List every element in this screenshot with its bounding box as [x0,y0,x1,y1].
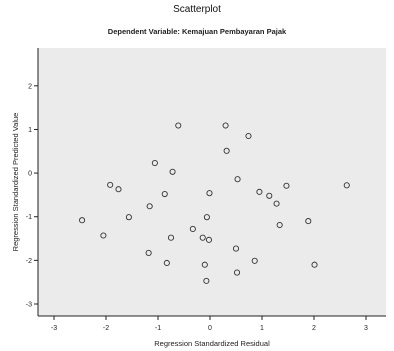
data-point [305,218,312,225]
chart-subtitle: Dependent Variable: Kemajuan Pembayaran … [107,27,287,36]
data-point [206,190,213,197]
data-point [223,147,230,154]
y-axis-label: Regression Standardized Predicted Value [11,113,20,252]
y-tick-label: 2 [28,83,32,90]
data-point [311,261,318,268]
data-point [151,160,158,167]
y-tick-label: 0 [28,171,32,178]
data-point [79,217,86,224]
data-point [276,221,283,229]
data-point [163,259,170,267]
x-tick-label: 2 [312,325,316,332]
data-point [145,249,152,256]
data-point [283,182,290,189]
x-axis-label: Regression Standardized Residual [154,339,270,348]
x-tick-label: 1 [260,325,264,332]
data-point [205,236,213,243]
data-point [201,261,208,268]
data-point [232,245,240,252]
y-axis-ticks: -3 -2 -1 0 1 2 [26,83,38,309]
data-point [222,122,229,129]
x-tick-label: -1 [155,325,161,332]
data-point [100,232,107,239]
x-tick-label: 3 [364,325,368,332]
data-point [175,122,182,129]
data-point [115,186,122,193]
plot-area [38,48,386,316]
data-point [234,176,241,183]
data-point [125,214,132,221]
x-tick-label: -3 [51,325,57,332]
data-point [107,181,114,188]
y-tick-label: -1 [26,214,32,221]
data-point [161,190,168,198]
data-point [199,234,206,241]
data-point [233,269,241,276]
data-point [169,168,176,175]
data-points [79,122,350,284]
data-point [256,188,263,195]
data-point [203,214,210,221]
data-point [146,203,153,210]
x-axis-ticks: -3 -2 -1 0 1 2 3 [51,316,368,332]
y-tick-label: 1 [28,127,32,134]
data-point [245,132,252,140]
data-point [273,200,280,207]
data-point [189,225,196,232]
data-point [251,257,258,264]
data-point [203,277,210,284]
data-point [343,182,350,189]
x-tick-label: -2 [103,325,109,332]
data-point [167,234,175,241]
chart-title: Scatterplot [173,4,221,15]
y-tick-label: -3 [26,302,32,309]
x-tick-label: 0 [208,325,212,332]
y-tick-label: -2 [26,258,32,265]
data-point [266,192,273,199]
